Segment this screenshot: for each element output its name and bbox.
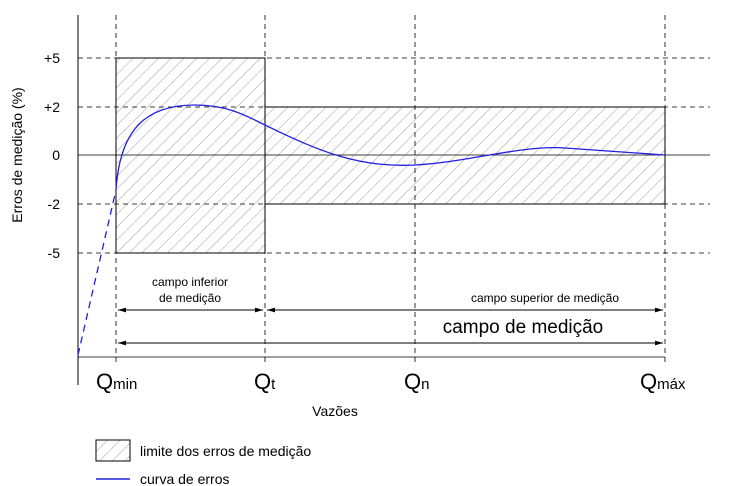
curve-extrapolated: [77, 189, 117, 356]
range-lower-2: de medição: [159, 291, 221, 305]
legend-label: curva de erros: [140, 471, 229, 486]
legend-label: limite dos erros de medição: [140, 443, 311, 459]
x-axis-label: Vazões: [312, 403, 358, 419]
y-tick: +5: [44, 50, 60, 66]
error-limit-low: [115, 57, 266, 254]
error-curve: [115, 104, 666, 191]
error-limit-high: [264, 106, 666, 205]
range-lower-1: campo inferior: [152, 275, 228, 289]
y-ticks: +5 +2 0 -2 -5: [44, 50, 60, 261]
legend-swatch-limit: [95, 439, 131, 462]
y-tick: -5: [48, 245, 61, 261]
x-point: Qmáx: [640, 369, 686, 394]
y-tick: +2: [44, 99, 60, 115]
y-tick: 0: [52, 147, 60, 163]
range-upper: campo superior de medição: [471, 291, 619, 305]
x-point: Qn: [404, 369, 429, 394]
y-axis-label: Erros de medição (%): [9, 87, 25, 222]
y-tick: -2: [48, 196, 61, 212]
x-points: Qmin Qt Qn Qmáx: [96, 369, 686, 394]
range-total: campo de medição: [443, 317, 604, 338]
x-point: Qt: [254, 369, 276, 394]
h-lines: [78, 57, 710, 358]
x-point: Qmin: [96, 369, 137, 394]
